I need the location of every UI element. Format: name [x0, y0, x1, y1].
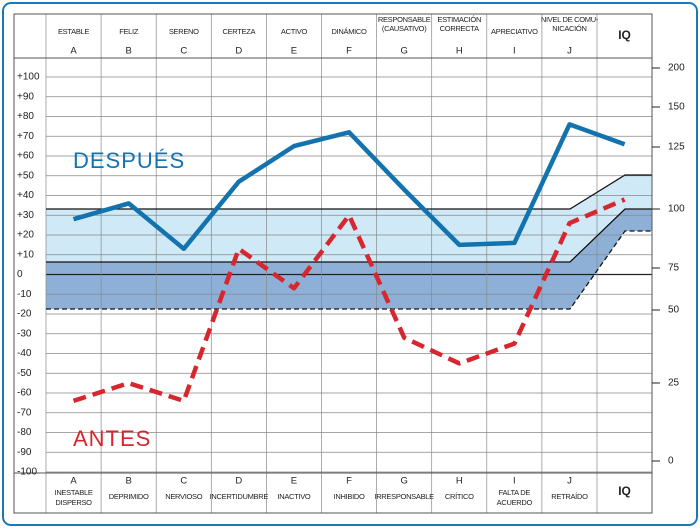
band-dark	[46, 209, 652, 309]
top-label: (CAUSATIVO)	[382, 24, 427, 33]
bottom-label: ACUERDO	[497, 498, 533, 507]
y-tick-label: -30	[17, 328, 32, 339]
y-tick-label: +50	[17, 170, 34, 181]
top-label: APRECIATIVO	[491, 27, 538, 36]
top-label: DINÁMICO	[331, 27, 367, 36]
bottom-category: F	[346, 476, 352, 487]
y-tick-label: +60	[17, 151, 34, 162]
y-tick-label: +10	[17, 249, 34, 260]
y-tick-label: 0	[17, 269, 23, 280]
y-tick-label: -80	[17, 427, 32, 438]
y2-tick-label: 75	[668, 263, 680, 274]
top-label: SERENO	[169, 27, 199, 36]
top-category: A	[70, 46, 77, 57]
y-tick-label: -70	[17, 407, 32, 418]
bottom-category: H	[456, 476, 463, 487]
bottom-label: NERVIOSO	[165, 492, 203, 501]
top-label: CORRECTA	[440, 24, 479, 33]
y-tick-label: -60	[17, 388, 32, 399]
top-category: H	[456, 46, 463, 57]
bottom-category: B	[125, 476, 131, 487]
bottom-label: INCERTIDUMBRE	[210, 492, 269, 501]
bottom-category: I	[513, 476, 516, 487]
top-label: ESTABLE	[58, 27, 89, 36]
y2-tick-label: 25	[668, 378, 680, 389]
y-tick-label: -40	[17, 348, 32, 359]
y-tick-label: +80	[17, 111, 34, 122]
y2-tick-label: 200	[668, 63, 685, 74]
bottom-category: E	[291, 476, 297, 487]
y-tick-label: -90	[17, 447, 32, 458]
y-tick-label: -50	[17, 368, 32, 379]
bottom-label: INACTIVO	[277, 492, 310, 501]
y-tick-label: +100	[17, 72, 40, 83]
y2-tick-label: 125	[668, 142, 685, 153]
top-label: ACTIVO	[281, 27, 308, 36]
bottom-label: DEPRIMIDO	[109, 492, 149, 501]
top-category: IQ	[618, 28, 631, 42]
top-header	[13, 13, 653, 59]
top-category: F	[346, 46, 352, 57]
bottom-category: G	[400, 476, 407, 487]
bottom-label: FALTA DE	[499, 488, 531, 497]
y-tick-label: -10	[17, 289, 32, 300]
y-tick-label: +30	[17, 210, 34, 221]
y-tick-label: -20	[17, 309, 32, 320]
y-tick-label: -100	[17, 467, 37, 478]
top-label: ESTIMACIÓN	[437, 15, 481, 24]
y-tick-label: +70	[17, 131, 34, 142]
y2-tick-label: 0	[668, 456, 674, 467]
bottom-label: INHIBIDO	[334, 492, 365, 501]
top-category: B	[125, 46, 131, 57]
top-category: G	[400, 46, 407, 57]
top-label: RESPONSABLE	[378, 15, 431, 24]
top-category: J	[567, 46, 572, 57]
y-tick-label: +40	[17, 190, 34, 201]
bottom-label: CRÍTICO	[445, 492, 474, 501]
top-category: C	[180, 46, 187, 57]
legend-label: ANTES	[73, 426, 151, 451]
bottom-category: J	[567, 476, 572, 487]
top-label: NICACIÓN	[552, 24, 586, 33]
bottom-category: IQ	[618, 484, 631, 498]
legend-label: DESPUÉS	[73, 148, 185, 173]
bottom-label: IRRESPONSABLE	[374, 492, 434, 501]
bottom-category: C	[180, 476, 187, 487]
y-tick-label: +90	[17, 91, 34, 102]
top-label: CERTEZA	[222, 27, 255, 36]
top-label: FELIZ	[119, 27, 139, 36]
bottom-label: DISPERSO	[55, 498, 92, 507]
series-line	[72, 122, 626, 252]
top-category: I	[513, 46, 516, 57]
y-tick-label: +20	[17, 230, 34, 241]
y2-tick-label: 100	[668, 204, 685, 215]
band-edge	[46, 230, 652, 310]
top-label: NIVEL DE COMU-	[541, 15, 599, 24]
band-edge	[46, 174, 652, 210]
band-edge	[46, 208, 652, 263]
bottom-header	[13, 472, 653, 514]
top-category: D	[235, 46, 242, 57]
y2-tick-label: 50	[668, 305, 680, 316]
bottom-label: INESTABLE	[55, 488, 93, 497]
top-category: E	[291, 46, 297, 57]
bottom-category: A	[70, 476, 77, 487]
bottom-category: D	[235, 476, 242, 487]
bottom-label: RETRAÍDO	[551, 492, 588, 501]
y2-tick-label: 150	[668, 102, 685, 113]
